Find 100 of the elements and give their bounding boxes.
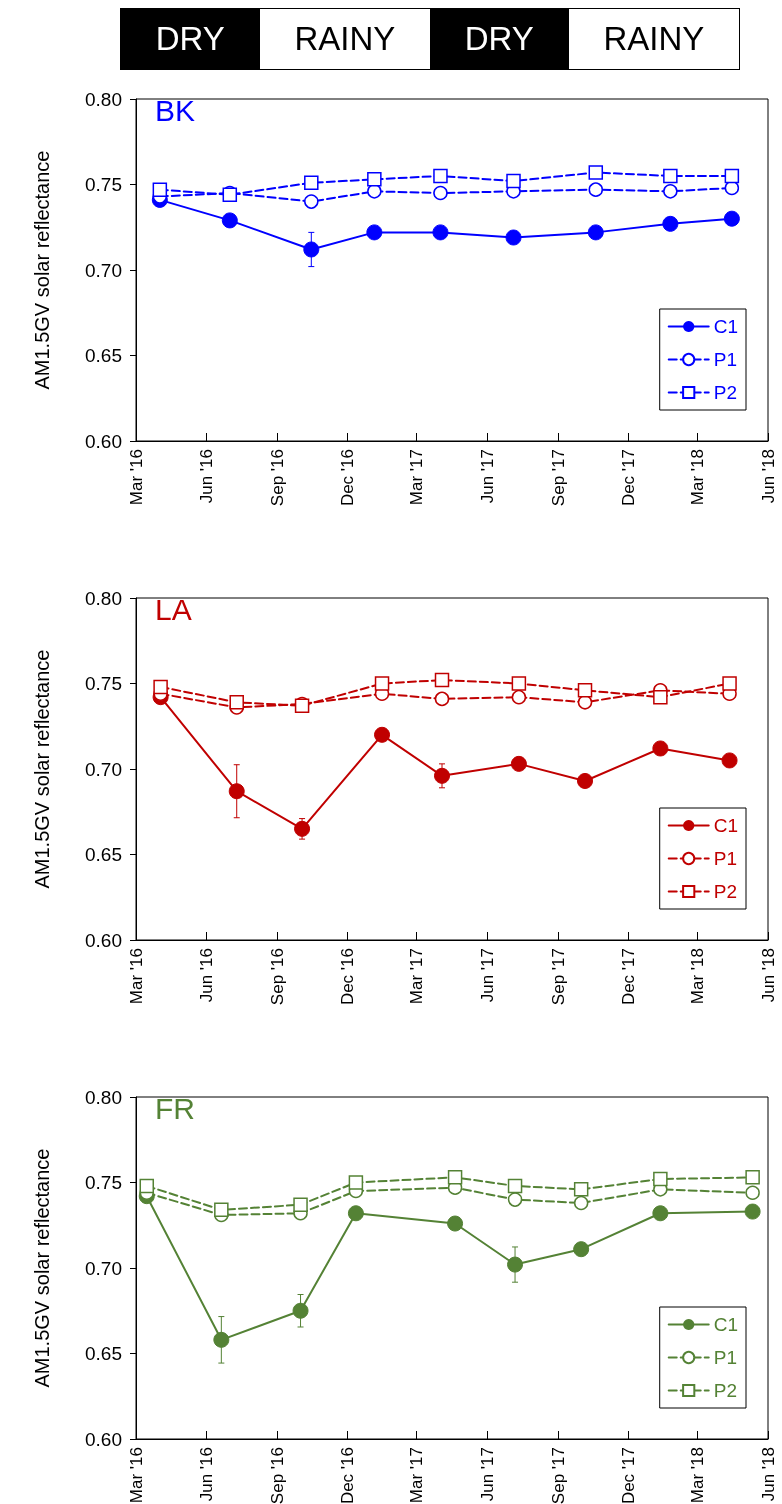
point (304, 194, 319, 209)
x-tick-label: Jun '17 (477, 1447, 497, 1502)
x-tick-label: Sep '16 (267, 449, 287, 507)
point (662, 215, 679, 232)
point (433, 168, 448, 184)
x-tick-label: Jun '16 (197, 1447, 217, 1502)
x-tick-label: Dec '17 (618, 1447, 638, 1504)
point (723, 210, 740, 227)
point (507, 1192, 523, 1207)
y-tick-label: 0.80 (85, 587, 122, 609)
y-tick-label: 0.60 (85, 430, 122, 452)
y-tick-label: 0.65 (85, 345, 122, 366)
point (292, 1302, 309, 1319)
point (587, 224, 604, 241)
x-tick-label: Sep '16 (267, 1447, 287, 1504)
point (366, 224, 383, 241)
point (432, 224, 449, 241)
chart-title: LA (155, 592, 192, 626)
x-tick-label: Dec '16 (337, 1447, 357, 1504)
point (721, 752, 738, 769)
point (652, 740, 669, 757)
y-axis-title: AM1.5GV solar reflectance (31, 649, 53, 889)
point (722, 676, 737, 691)
point (228, 783, 245, 800)
y-tick-label: 0.70 (85, 758, 122, 780)
y-tick-label: 0.65 (85, 1343, 122, 1364)
point (652, 1205, 669, 1222)
legend-label: C1 (713, 815, 739, 836)
y-tick-label: 0.60 (85, 929, 122, 951)
point (577, 683, 593, 698)
point (139, 1178, 155, 1194)
point (511, 689, 527, 705)
x-tick-label: Mar '17 (407, 948, 427, 1005)
point (347, 1205, 364, 1222)
x-tick-label: Mar '16 (126, 1447, 146, 1504)
point (573, 1182, 589, 1197)
point (573, 1195, 589, 1211)
point (744, 1203, 761, 1220)
text: DRY (430, 9, 569, 69)
point (511, 676, 527, 691)
point (213, 1331, 230, 1348)
point (577, 772, 594, 789)
x-tick-label: Dec '17 (618, 449, 638, 507)
y-axis-title: AM1.5GV solar reflectance (31, 150, 53, 390)
point (663, 184, 678, 199)
text: RAINY (568, 9, 739, 69)
y-tick-label: 0.75 (85, 673, 122, 694)
point (745, 1185, 760, 1201)
point (663, 168, 678, 184)
x-tick-label: Jun '18 (758, 948, 778, 1003)
y-tick-label: 0.75 (85, 1172, 122, 1193)
legend-label: P1 (713, 349, 737, 370)
y-tick-label: 0.75 (85, 174, 122, 195)
y-tick-label: 0.65 (85, 844, 122, 865)
point (221, 212, 238, 229)
x-tick-label: Jun '16 (197, 449, 217, 504)
point (293, 1197, 308, 1212)
chart-title: BK (155, 93, 196, 127)
x-tick-label: Sep '17 (548, 449, 568, 507)
legend-label: P2 (713, 382, 737, 403)
point (506, 173, 521, 189)
point (653, 689, 668, 705)
legend-label: P1 (713, 848, 737, 869)
point (507, 1256, 524, 1273)
text: DRY (121, 9, 260, 69)
x-tick-label: Sep '16 (267, 948, 287, 1006)
point (573, 1241, 590, 1258)
x-tick-label: Mar '18 (687, 1447, 707, 1504)
legend-label: C1 (713, 316, 739, 337)
point (510, 755, 527, 772)
x-tick-label: Mar '16 (126, 948, 146, 1005)
point (588, 165, 604, 180)
point (152, 182, 168, 197)
point (304, 175, 319, 191)
legend-label: P2 (713, 881, 737, 902)
x-tick-label: Mar '17 (407, 449, 427, 506)
point (507, 1178, 523, 1194)
x-tick-label: Dec '16 (337, 948, 357, 1006)
y-tick-label: 0.80 (85, 88, 122, 110)
x-tick-label: Sep '17 (548, 1447, 568, 1504)
point (294, 820, 311, 837)
point (447, 1215, 464, 1232)
legend-label: P1 (713, 1347, 737, 1368)
point (434, 767, 450, 784)
point (653, 1171, 668, 1187)
x-tick-label: Jun '17 (477, 449, 497, 504)
point (745, 1170, 760, 1185)
x-tick-label: Jun '16 (197, 948, 217, 1003)
point (214, 1202, 229, 1218)
x-tick-label: Dec '17 (618, 948, 638, 1006)
y-tick-label: 0.70 (85, 1257, 122, 1279)
point (505, 229, 522, 246)
legend-label: C1 (713, 1314, 739, 1335)
point (367, 172, 382, 187)
y-tick-label: 0.70 (85, 259, 122, 281)
x-tick-label: Mar '18 (687, 449, 707, 506)
x-tick-label: Mar '16 (126, 449, 146, 506)
point (447, 1170, 463, 1185)
y-axis-title: AM1.5GV solar reflectance (31, 1148, 53, 1388)
x-tick-label: Sep '17 (548, 948, 568, 1006)
